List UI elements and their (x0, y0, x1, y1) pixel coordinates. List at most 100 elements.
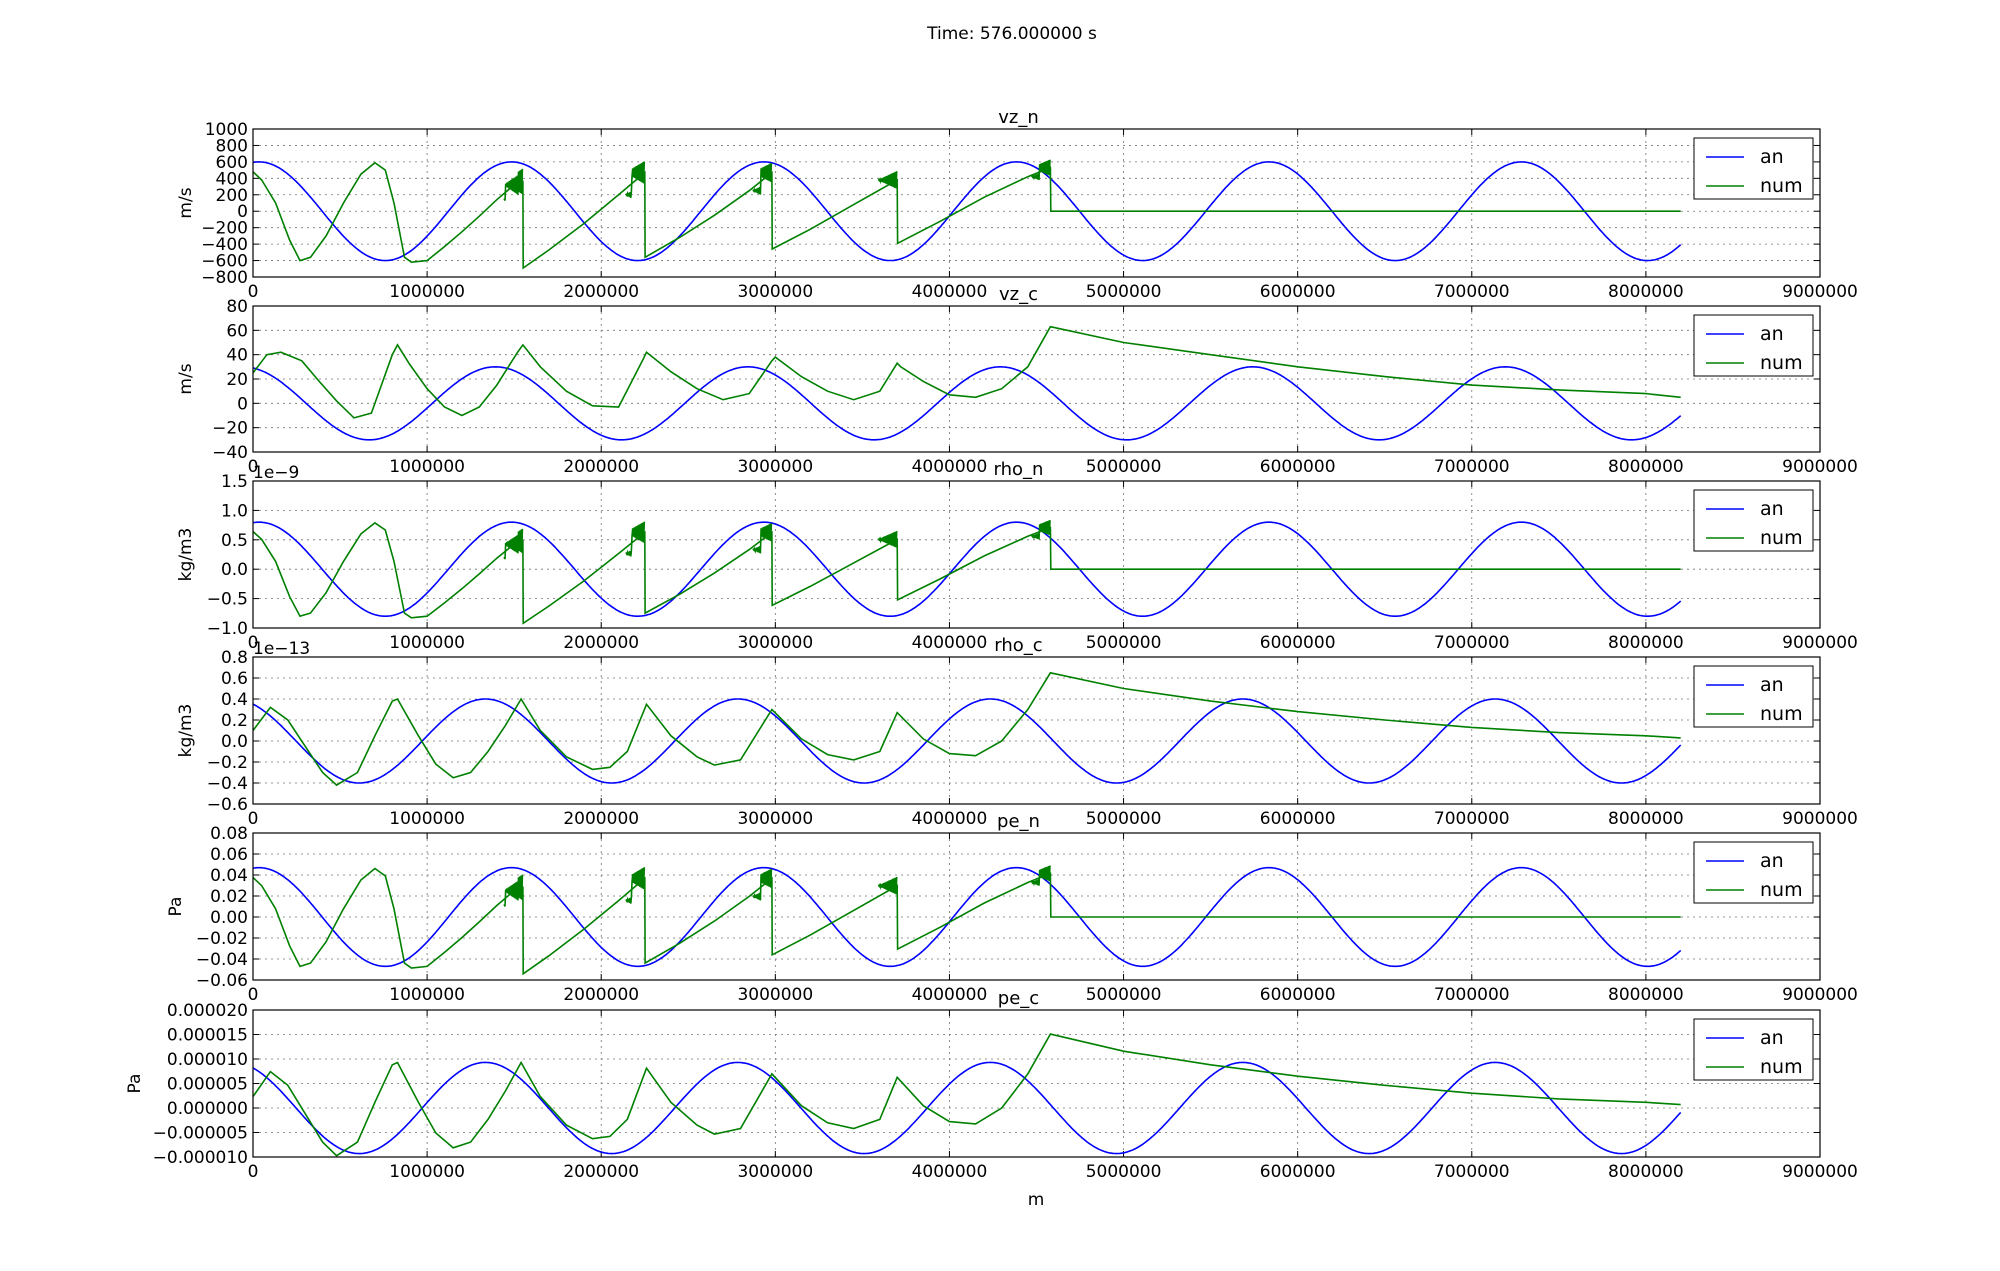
series-num-line (253, 521, 1681, 625)
series-num-spike (503, 168, 524, 201)
y-tick-label: −0.2 (207, 753, 248, 773)
legend-box (1693, 1018, 1814, 1081)
y-tick-label: 0.000020 (167, 1001, 248, 1021)
y-tick-label: 200 (216, 186, 248, 206)
y-offset-text: 1e−9 (253, 463, 299, 483)
y-tick-label: 0 (237, 394, 248, 414)
legend-box (1693, 489, 1814, 552)
y-tick-label: 0.08 (210, 824, 248, 844)
x-tick-label: 0 (248, 633, 259, 653)
x-tick-label: 0 (248, 282, 259, 302)
series-num-spike (877, 531, 898, 548)
series-num-spike (752, 523, 773, 555)
y-tick-label: 0.6 (221, 669, 248, 689)
plot-area (253, 159, 1682, 270)
legend-box (1693, 841, 1814, 904)
series-num-line (253, 1033, 1681, 1157)
y-tick-label: −600 (201, 252, 248, 272)
subplot-title: pe_n (997, 811, 1040, 832)
y-tick-label: 0.000010 (167, 1050, 248, 1070)
y-tick-label: 0.5 (221, 531, 248, 551)
y-tick-label: 0.4 (221, 690, 248, 710)
y-tick-label: 1.5 (221, 472, 248, 492)
legend-box (1693, 137, 1814, 200)
x-tick-label: 4000000 (912, 1162, 988, 1182)
y-axis-label: m/s (176, 363, 196, 394)
x-tick-label: 3000000 (737, 809, 813, 829)
y-axis-label: kg/m3 (176, 528, 196, 582)
x-tick-label: 7000000 (1434, 985, 1510, 1005)
series-an-line (253, 866, 1682, 968)
y-tick-label: −0.5 (207, 590, 248, 610)
series-num-spike (625, 867, 646, 904)
y-axis-label: Pa (166, 897, 186, 917)
y-tick-label: 0.02 (210, 887, 248, 907)
x-tick-label: 0 (248, 985, 259, 1005)
y-axis-label: m/s (176, 187, 196, 218)
y-tick-label: 1000 (205, 120, 248, 140)
x-tick-label: 4000000 (912, 633, 988, 653)
x-tick-label: 7000000 (1434, 457, 1510, 477)
subplot-vz_n: 0 1000000 2000000 3000000 4000000 5000000 6000… (176, 107, 1858, 302)
legend: an num (1693, 841, 1814, 904)
y-tick-label: 800 (216, 136, 248, 156)
x-tick-label: 7000000 (1434, 1162, 1510, 1182)
subplot-rho_n: 0 1000000 2000000 3000000 4000000 5000000 6000… (176, 459, 1858, 653)
x-tick-label: 3000000 (737, 282, 813, 302)
subplots-group: 0 1000000 2000000 3000000 4000000 5000000 6000… (125, 107, 1858, 1182)
series-num-line (253, 325, 1681, 419)
x-tick-label: 5000000 (1086, 633, 1162, 653)
x-tick-label: 7000000 (1434, 633, 1510, 653)
axes-frame (252, 305, 1821, 453)
x-tick-label: 4000000 (912, 985, 988, 1005)
y-tick-label: −0.06 (196, 971, 248, 991)
y-tick-label: 0.00 (210, 908, 248, 928)
x-tick-label: 5000000 (1086, 1162, 1162, 1182)
y-tick-label: −400 (201, 235, 248, 255)
y-tick-label: −0.000005 (153, 1124, 248, 1144)
grid-lines (252, 128, 1821, 278)
x-tick-label: 1000000 (389, 1162, 465, 1182)
series-num-spike (752, 162, 773, 195)
y-offset-text: 1e−13 (253, 639, 310, 659)
grid-lines (252, 656, 1821, 805)
y-tick-label: 0.0 (221, 732, 248, 752)
y-tick-label: −20 (212, 419, 248, 439)
series-num-line (253, 161, 1681, 270)
x-tick-label: 0 (248, 457, 259, 477)
x-tick-label: 1000000 (389, 985, 465, 1005)
series-an-line (253, 1061, 1682, 1155)
series-num-spike (503, 874, 524, 907)
legend: an num (1693, 489, 1814, 552)
x-tick-label: 9000000 (1782, 282, 1858, 302)
legend-label-an: an (1760, 498, 1784, 520)
x-tick-label: 6000000 (1260, 457, 1336, 477)
legend-label-num: num (1760, 1056, 1803, 1078)
subplot-title: vz_n (998, 107, 1039, 128)
plot-area (253, 865, 1682, 976)
y-tick-label: 400 (216, 169, 248, 189)
x-tick-label: 9000000 (1782, 633, 1858, 653)
x-tick-label: 2000000 (563, 809, 639, 829)
y-tick-label: 0.8 (221, 648, 248, 668)
figure-suptitle: Time: 576.000000 s (926, 24, 1097, 44)
figure-xlabel: m (1028, 1190, 1045, 1210)
legend-label-an: an (1760, 146, 1784, 168)
subplot-vz_c: 0 1000000 2000000 3000000 4000000 5000000 6000… (176, 284, 1858, 477)
x-tick-label: 1000000 (389, 457, 465, 477)
series-num-line (253, 671, 1681, 787)
subplot-title: rho_c (994, 635, 1042, 656)
y-tick-label: −800 (201, 268, 248, 288)
legend-label-num: num (1760, 527, 1803, 549)
x-tick-label: 8000000 (1608, 985, 1684, 1005)
x-tick-label: 6000000 (1260, 282, 1336, 302)
y-tick-label: −0.02 (196, 929, 248, 949)
x-tick-label: 5000000 (1086, 457, 1162, 477)
y-tick-label: 0 (237, 202, 248, 222)
x-tick-label: 7000000 (1434, 809, 1510, 829)
x-tick-label: 2000000 (563, 633, 639, 653)
y-tick-label: 0.000005 (167, 1075, 248, 1095)
y-tick-label: 20 (226, 370, 248, 390)
plot-area (253, 325, 1682, 441)
